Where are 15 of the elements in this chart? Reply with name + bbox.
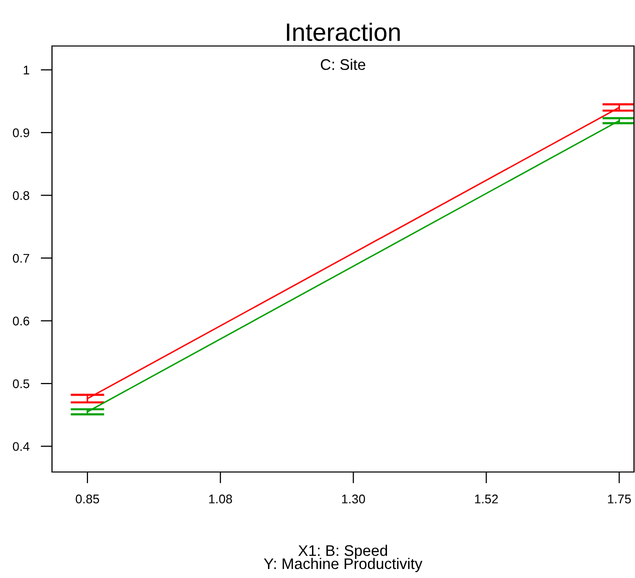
x-tick-label: 1.30 [342,494,366,504]
x-tick-label: 1.52 [475,494,498,504]
y-tick-label: 0.4 [12,442,30,451]
y-tick-label: 0.6 [12,316,30,326]
y-tick-label: 0.9 [12,128,30,138]
y-tick-label: 1 [24,66,30,74]
y-tick-label: 0.5 [12,379,30,388]
x-tick-label: 1.08 [209,494,232,504]
x-tick-label: 1.75 [608,494,631,504]
y-tick-label: 0.7 [12,254,30,263]
x-axis-title: X1: B: Speed Y: Machine Productivity [264,544,422,572]
annotation: C: Site [320,58,366,70]
x-tick-label: 0.85 [76,494,100,504]
chart-title: Interaction [286,22,400,42]
y-tick-label: 0.8 [12,191,30,200]
